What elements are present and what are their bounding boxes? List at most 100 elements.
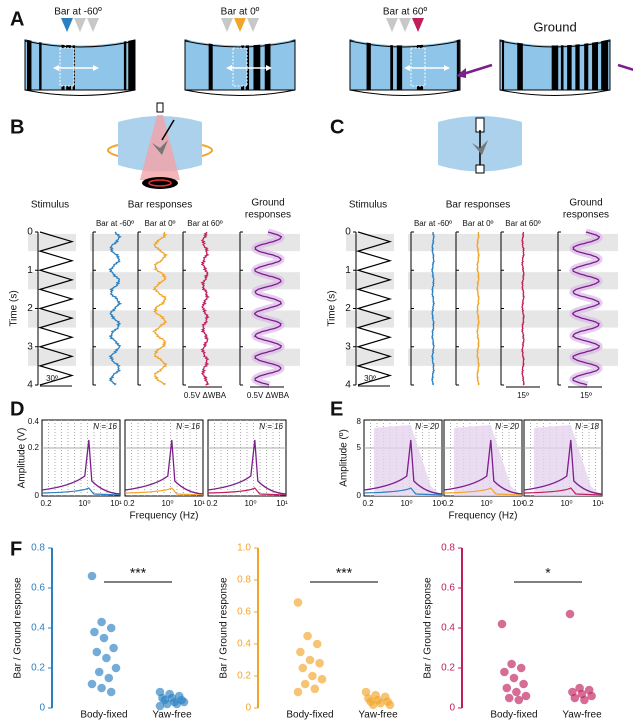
data-point bbox=[519, 679, 528, 689]
drum-curve bbox=[349, 89, 461, 96]
y-tick-label: 0.2 bbox=[441, 663, 455, 674]
stim-band bbox=[408, 233, 618, 252]
spectrum bbox=[207, 487, 287, 496]
n-label: N = 16 bbox=[93, 422, 117, 431]
data-point bbox=[162, 699, 172, 709]
n-label: N = 20 bbox=[495, 422, 519, 431]
y-tick-label: 0.2 bbox=[28, 443, 40, 452]
data-point bbox=[303, 631, 312, 641]
data-point bbox=[111, 663, 121, 673]
bar-arrow bbox=[221, 18, 233, 32]
bar-arrow bbox=[61, 18, 73, 32]
y-tick-label: 0.4 bbox=[237, 639, 251, 650]
y-tick-label: 0.2 bbox=[237, 671, 251, 682]
bar-window bbox=[59, 47, 75, 87]
label: 10¹ bbox=[592, 499, 604, 508]
stripe bbox=[39, 40, 42, 90]
significance: *** bbox=[130, 565, 147, 581]
label: Body-fixed bbox=[80, 710, 127, 721]
data-point bbox=[310, 684, 320, 694]
label: 10⁰ bbox=[560, 499, 572, 508]
magnet bbox=[475, 164, 485, 174]
spectrum bbox=[124, 439, 204, 495]
label: 0 bbox=[27, 227, 33, 238]
plot-frame bbox=[124, 419, 204, 497]
stim-band bbox=[346, 272, 394, 290]
axis-title: Amplitude (V) bbox=[17, 428, 28, 489]
stripe bbox=[123, 40, 127, 90]
label: Frequency (Hz) bbox=[130, 511, 199, 522]
bar-arrow bbox=[386, 18, 398, 32]
significance: * bbox=[545, 565, 551, 581]
data-point bbox=[97, 683, 106, 693]
label: Bar at -60º bbox=[414, 219, 452, 228]
label: 10⁰ bbox=[480, 499, 492, 508]
y-tick-label: 0 bbox=[245, 703, 251, 714]
data-point bbox=[580, 695, 589, 705]
label: 10¹ bbox=[110, 499, 122, 508]
data-point bbox=[312, 639, 322, 649]
label: D bbox=[10, 398, 24, 420]
n-label: N = 16 bbox=[259, 422, 283, 431]
bar-arrow bbox=[399, 18, 411, 32]
drum-curve bbox=[183, 32, 297, 46]
stim-band bbox=[90, 233, 300, 252]
spectrum bbox=[443, 439, 523, 495]
drum-curve bbox=[499, 40, 611, 48]
label: B bbox=[10, 116, 24, 138]
n-label: N = 18 bbox=[575, 422, 599, 431]
axis-title: Time (s) bbox=[327, 290, 338, 326]
rotation bbox=[107, 144, 119, 157]
data-point bbox=[521, 691, 531, 701]
label: Yaw-free bbox=[358, 710, 398, 721]
sensor bbox=[148, 179, 172, 187]
label: Bar responses bbox=[446, 200, 510, 211]
label: responses bbox=[245, 210, 291, 221]
data-point bbox=[570, 693, 580, 703]
data-point bbox=[92, 647, 102, 657]
fly bbox=[152, 140, 168, 155]
label: Body-fixed bbox=[286, 710, 333, 721]
data-point bbox=[500, 667, 509, 677]
bar-arrow bbox=[87, 18, 99, 32]
label: Bar at -60º bbox=[54, 7, 102, 18]
stripe bbox=[264, 40, 271, 90]
label: 10¹ bbox=[276, 499, 288, 508]
stim-band bbox=[408, 272, 618, 290]
label: 0.2 bbox=[442, 499, 454, 508]
label: 0.5V ΔWBA bbox=[247, 391, 290, 400]
rotation bbox=[201, 144, 213, 157]
y-tick-label: 0.2 bbox=[31, 663, 45, 674]
data-point bbox=[102, 653, 111, 663]
data-point bbox=[376, 698, 385, 708]
light bbox=[140, 115, 180, 180]
spectrum bbox=[41, 487, 121, 496]
label: 3 bbox=[27, 341, 33, 352]
label: 10⁰ bbox=[78, 499, 90, 508]
data-point bbox=[172, 699, 182, 709]
data-point bbox=[368, 700, 378, 710]
data-point bbox=[512, 687, 521, 697]
trace bbox=[108, 231, 123, 386]
label: 1 bbox=[345, 265, 351, 276]
data-point bbox=[308, 671, 317, 681]
label: 10¹ bbox=[512, 499, 524, 508]
axis-title: Bar / Ground response bbox=[13, 577, 24, 679]
data-point bbox=[385, 700, 395, 710]
y-tick-label: 5 bbox=[357, 443, 362, 452]
n-label: N = 16 bbox=[176, 422, 200, 431]
data-point bbox=[502, 683, 512, 693]
bar-arrow bbox=[412, 18, 424, 32]
arrow-head bbox=[456, 68, 466, 78]
stim-band bbox=[90, 310, 300, 328]
data-point bbox=[587, 691, 596, 701]
y-tick-label: 0.8 bbox=[237, 575, 251, 586]
label: 2 bbox=[345, 303, 351, 314]
label: 4 bbox=[345, 380, 351, 391]
y-tick-label: 8 bbox=[357, 417, 362, 426]
label: Yaw-free bbox=[152, 710, 192, 721]
label: 0.5V ΔWBA bbox=[184, 391, 227, 400]
label: Bar at 60º bbox=[187, 219, 222, 228]
bar-arrow bbox=[234, 18, 246, 32]
label: Stimulus bbox=[31, 200, 69, 211]
